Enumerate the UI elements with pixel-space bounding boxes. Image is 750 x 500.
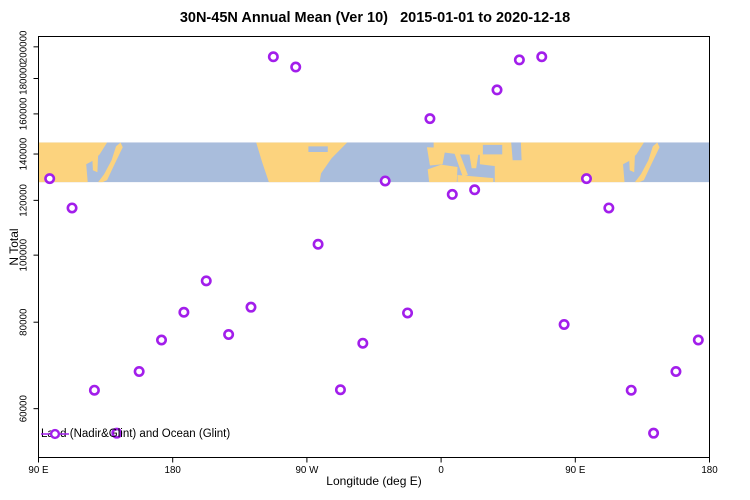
data-point-marker: [290, 61, 302, 73]
data-point-marker: [536, 51, 548, 63]
x-tick-label: 180: [701, 465, 718, 476]
map-land-asia-mainland: [38, 142, 108, 183]
y-axis-label: N Total: [7, 228, 21, 266]
map-land-japan-islands-2: [634, 142, 660, 183]
data-point-marker: [111, 427, 123, 439]
map-land-korea-peninsula: [92, 154, 99, 173]
data-point-marker: [178, 306, 190, 318]
data-point-marker: [402, 307, 414, 319]
data-point-marker: [357, 337, 369, 349]
data-point-marker: [44, 173, 56, 185]
map-land-korea-peninsula-2: [628, 154, 635, 173]
map-land-north-america: [256, 142, 348, 183]
data-points: [44, 51, 704, 439]
map-strip: [38, 142, 710, 183]
data-point-marker: [200, 275, 212, 287]
legend-marker-icon: [41, 428, 69, 440]
data-point-marker: [625, 384, 637, 396]
legend: Land (Nadir&Glint) and Ocean (Glint): [41, 428, 230, 440]
data-point-marker: [267, 51, 279, 63]
data-point-marker: [491, 84, 503, 96]
y-tick-label: 120000: [19, 183, 30, 216]
map-land-asia-east: [494, 142, 644, 183]
data-point-marker: [223, 328, 235, 340]
y-tick-label: 140000: [19, 137, 30, 170]
axes: 90 E 180 90 W 0 90 E 180 60000 80000 100000 12000…: [19, 30, 719, 476]
x-axis-label: Longitude (deg E): [326, 474, 422, 488]
map-land-nw-africa: [427, 164, 458, 183]
plot-border: [38, 36, 710, 458]
data-point-marker: [580, 173, 592, 185]
legend-label: Land (Nadir&Glint) and Ocean (Glint): [41, 428, 231, 440]
x-tick-label: 180: [165, 465, 182, 476]
data-point-marker: [245, 301, 257, 313]
data-point-marker: [88, 384, 100, 396]
map-land-italy: [454, 153, 468, 177]
y-tick-label: 160000: [19, 97, 30, 130]
map-land-japan-islands: [98, 142, 123, 183]
y-tick-label: 100000: [19, 238, 30, 271]
x-tick-label: 0: [438, 465, 444, 476]
map-land-libya-egypt: [457, 174, 494, 183]
data-point-marker: [379, 175, 391, 187]
data-point-marker: [66, 202, 78, 214]
data-point-marker: [558, 318, 570, 330]
data-point-marker: [692, 334, 704, 346]
data-point-marker: [603, 202, 615, 214]
data-point-marker: [312, 238, 324, 250]
data-point-marker: [513, 54, 525, 66]
map-water-great-lakes: [308, 146, 328, 152]
y-tick-label: 80000: [19, 308, 30, 336]
x-tick-label: 90 E: [28, 465, 49, 476]
data-point-marker: [446, 188, 458, 200]
data-point-marker: [469, 184, 481, 196]
chart-title: 30N-45N Annual Mean (Ver 10) 2015-01-01 …: [179, 10, 571, 26]
y-tick-label: 60000: [19, 394, 30, 422]
x-tick-label: 90 E: [565, 465, 586, 476]
map-land-anatolia: [479, 151, 497, 167]
data-point-marker: [156, 334, 168, 346]
data-point-marker: [670, 365, 682, 377]
map-water-caspian-sea: [511, 142, 522, 161]
legend-circle-icon: [49, 428, 61, 440]
y-tick-label: 180000: [19, 62, 30, 95]
x-tick-label: 90 W: [295, 465, 319, 476]
map-water-black-sea: [482, 144, 503, 155]
map-land-balkans-greece: [469, 154, 479, 169]
y-tick-label: 200000: [19, 30, 30, 63]
data-point-marker: [648, 427, 660, 439]
data-point-marker: [334, 384, 346, 396]
data-point-marker: [133, 365, 145, 377]
data-point-marker: [424, 113, 436, 125]
